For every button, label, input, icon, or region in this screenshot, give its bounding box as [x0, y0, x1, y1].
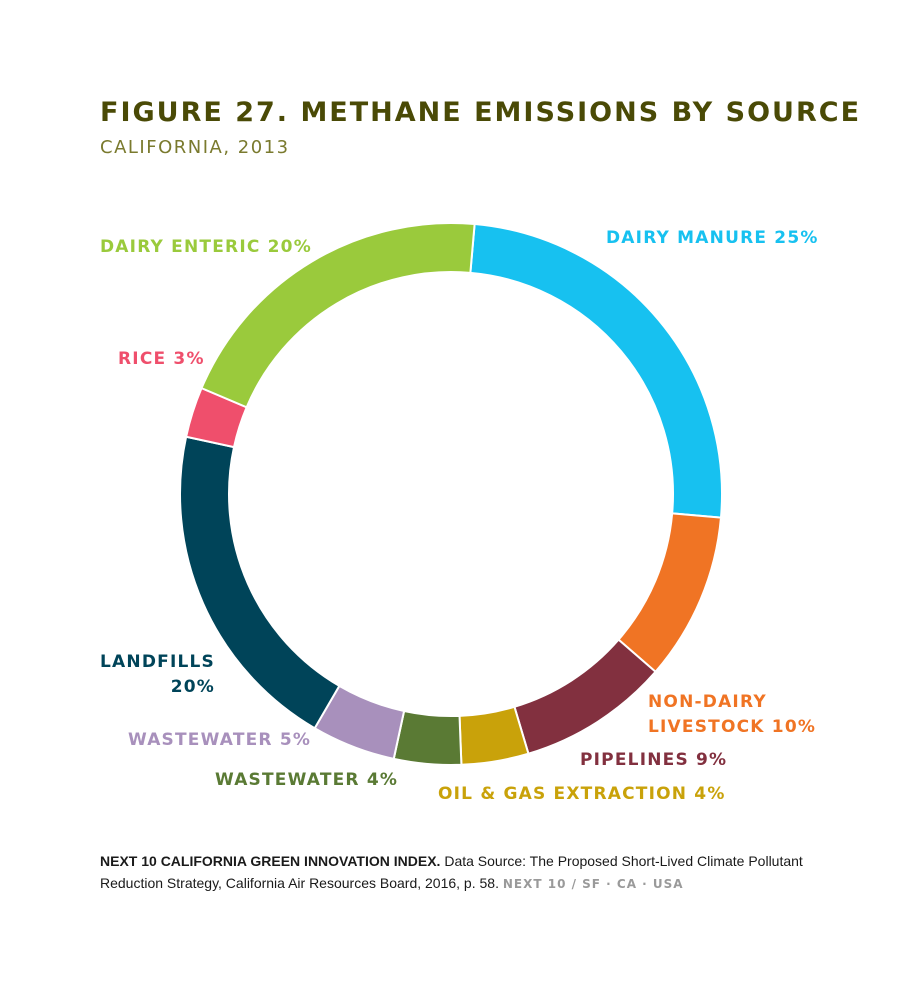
footnote-source-text: Data Source: The Proposed Short-Lived Cl… [100, 853, 803, 891]
slice-label-line: OIL & GAS EXTRACTION 4% [438, 784, 726, 804]
slice-label-line: NON-DAIRY [648, 692, 767, 712]
donut-slice [392, 709, 463, 766]
slice-label-line: 20% [170, 677, 215, 697]
slice-label-line: DAIRY ENTERIC 20% [100, 237, 312, 257]
slice-label-line: WASTEWATER 4% [215, 770, 399, 790]
slice-label: PIPELINES 9% [580, 748, 727, 773]
slice-label: RICE 3% [118, 347, 205, 372]
slice-label: WASTEWATER 4% [215, 768, 398, 793]
donut-slice [617, 512, 723, 674]
chart-title: FIGURE 27. METHANE EMISSIONS BY SOURCE [100, 97, 862, 128]
footnote-brand: NEXT 10 / SF · CA · USA [502, 877, 684, 891]
slice-label: DAIRY MANURE 25% [606, 226, 819, 251]
slice-label: DAIRY ENTERIC 20% [100, 235, 312, 260]
donut-slice [200, 222, 476, 409]
slice-label: NON-DAIRY LIVESTOCK 10% [648, 690, 816, 740]
slice-label: WASTEWATER 5% [128, 728, 311, 753]
slice-label-line: RICE 3% [118, 349, 205, 369]
slice-label: OIL & GAS EXTRACTION 4% [438, 782, 726, 807]
slice-label-line: DAIRY MANURE 25% [606, 228, 819, 248]
slice-label: LANDFILLS 20% [100, 650, 215, 700]
donut-slice [513, 638, 657, 755]
slice-label-line: LANDFILLS [100, 652, 215, 672]
footnote: NEXT 10 CALIFORNIA GREEN INNOVATION INDE… [100, 850, 820, 895]
slice-label-line: LIVESTOCK 10% [648, 717, 817, 737]
slice-label-line: PIPELINES 9% [580, 750, 728, 770]
footnote-source-title: NEXT 10 CALIFORNIA GREEN INNOVATION INDE… [100, 853, 441, 869]
donut-slice [469, 222, 723, 519]
slice-label-line: WASTEWATER 5% [128, 730, 312, 750]
chart-subtitle: CALIFORNIA, 2013 [100, 137, 290, 158]
